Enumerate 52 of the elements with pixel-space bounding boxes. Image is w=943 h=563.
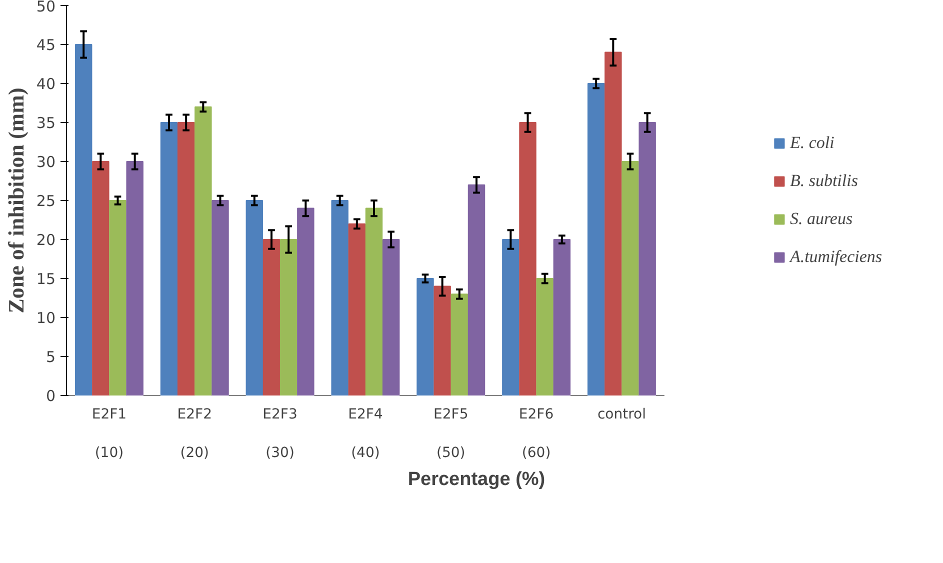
y-tick-label: 10 xyxy=(36,309,56,327)
bar xyxy=(519,122,536,396)
bar xyxy=(262,239,280,396)
y-tick-label: 5 xyxy=(46,348,56,366)
y-tick-label: 20 xyxy=(36,231,56,249)
category-label: E2F2 (20) xyxy=(177,406,212,461)
x-tick-label: control xyxy=(597,406,646,422)
bar xyxy=(468,184,486,396)
bar xyxy=(604,52,622,396)
y-tick-label: 30 xyxy=(36,153,56,171)
category-label: E2F6 (60) xyxy=(518,406,554,461)
y-tick-label: 0 xyxy=(46,387,56,405)
legend-label: E. coli xyxy=(790,133,834,153)
y-tick-label: 45 xyxy=(36,36,56,54)
bar xyxy=(365,208,383,396)
bar xyxy=(177,122,195,396)
bar xyxy=(126,161,144,396)
bar xyxy=(160,122,178,396)
bar xyxy=(92,161,110,396)
bar xyxy=(622,161,639,396)
bar xyxy=(280,239,298,396)
bar xyxy=(74,44,92,396)
bar xyxy=(109,200,126,396)
category-label: E2F3 (30) xyxy=(262,406,298,461)
bar xyxy=(382,239,400,396)
bar xyxy=(587,83,605,396)
y-tick-label: 35 xyxy=(36,114,56,132)
bar xyxy=(297,208,314,396)
bar xyxy=(348,223,366,396)
x-axis-title: Percentage (%) xyxy=(408,468,546,490)
bar xyxy=(246,200,264,396)
bar xyxy=(450,294,468,396)
legend-label: B. subtilis xyxy=(790,171,858,191)
bar xyxy=(331,200,348,396)
bar xyxy=(194,106,212,396)
bar xyxy=(638,122,656,396)
bar xyxy=(434,286,451,396)
bar xyxy=(212,200,229,396)
legend-label: A.tumifeciens xyxy=(790,247,882,267)
bar xyxy=(553,239,571,396)
y-tick-label: 25 xyxy=(36,192,56,210)
y-axis-title: Zone of inhibition (mm) xyxy=(3,88,28,314)
y-tick-label: 40 xyxy=(36,75,56,93)
category-label: E2F4 (40) xyxy=(348,406,383,461)
bar xyxy=(536,278,554,396)
bar xyxy=(502,239,520,396)
y-tick-label: 15 xyxy=(36,270,56,288)
category-label: E2F1 (10) xyxy=(92,406,127,461)
y-tick-label: 50 xyxy=(36,0,56,16)
bar xyxy=(416,278,434,396)
category-label: E2F5 (50) xyxy=(434,406,468,461)
legend-label: S. aureus xyxy=(790,209,853,229)
